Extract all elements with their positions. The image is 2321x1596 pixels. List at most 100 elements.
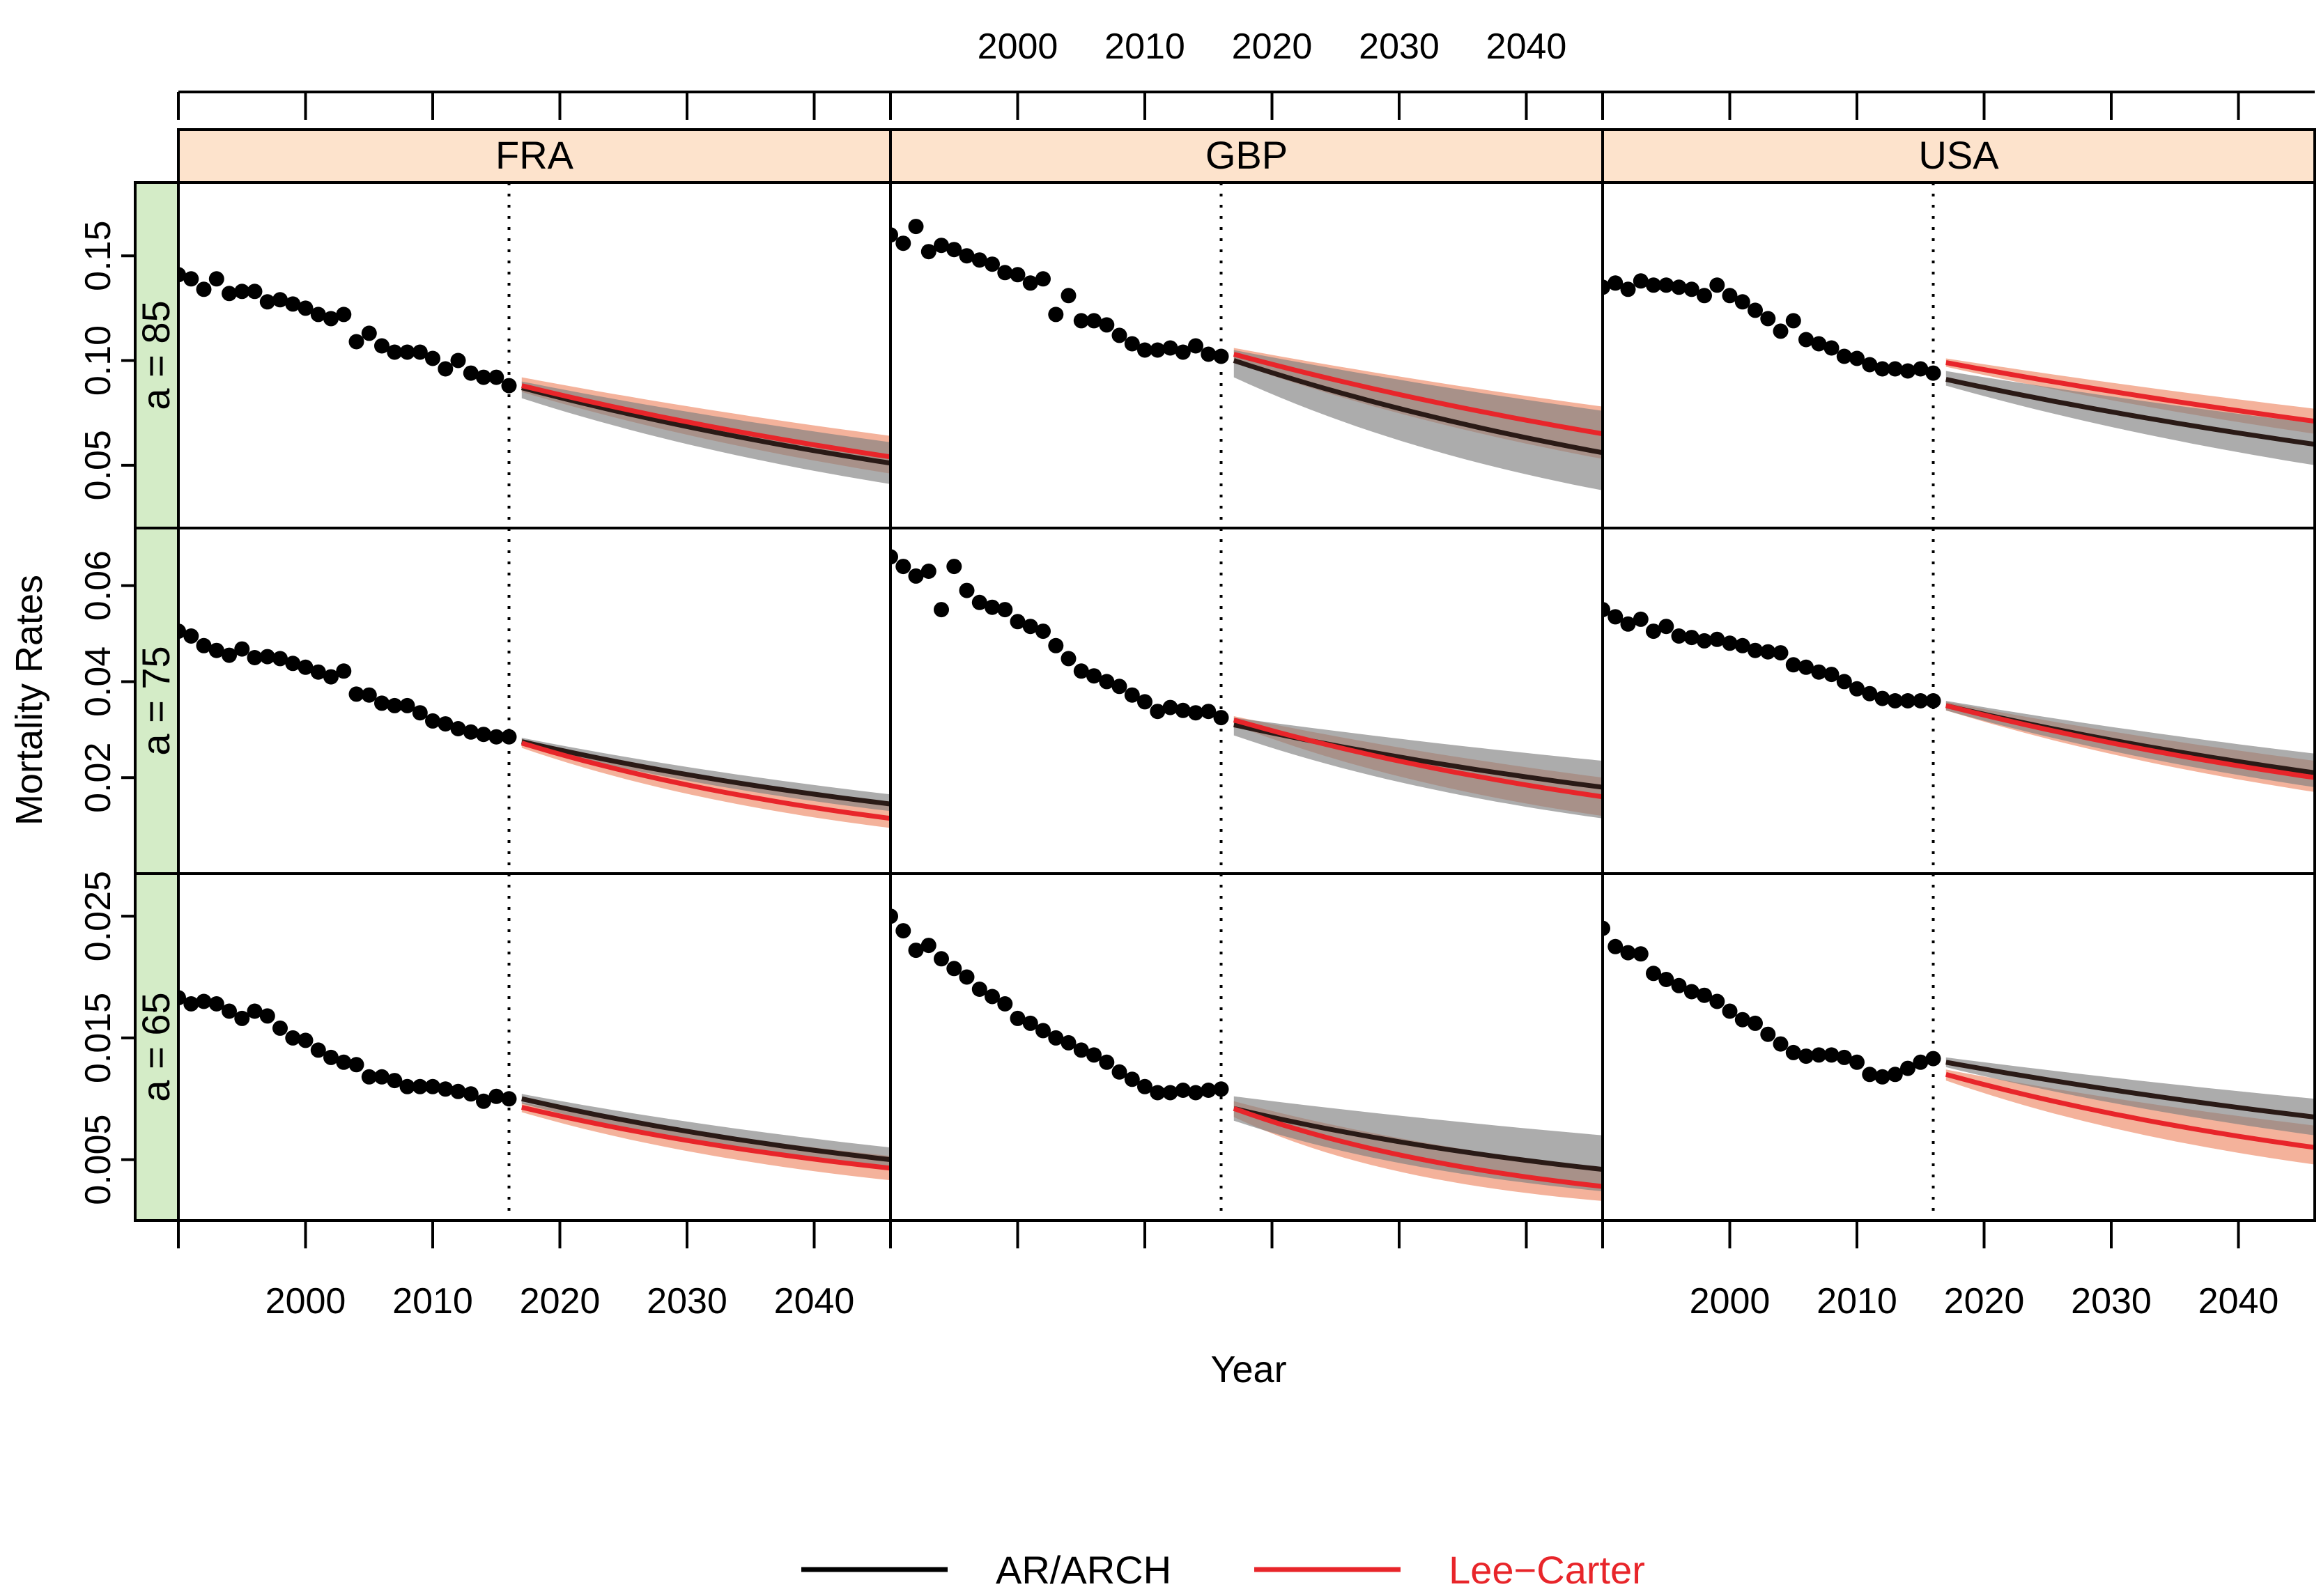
- observed-point: [1646, 277, 1661, 293]
- observed-point: [1823, 340, 1840, 356]
- x-tick-label-bottom: 2010: [1817, 1281, 1897, 1322]
- observed-point: [1175, 702, 1191, 718]
- observed-point: [1048, 307, 1064, 323]
- observed-point: [1124, 687, 1140, 703]
- observed-point: [1925, 693, 1941, 708]
- observed-point: [1874, 690, 1890, 706]
- observed-point: [1722, 288, 1738, 304]
- x-tick-label-top: 2030: [1359, 26, 1440, 67]
- observed-point: [895, 235, 911, 251]
- observed-point: [1099, 674, 1115, 690]
- observed-point: [1620, 945, 1636, 961]
- observed-point: [399, 1078, 415, 1094]
- observed-point: [272, 651, 288, 667]
- observed-point: [1734, 637, 1750, 653]
- y-tick-label: 0.10: [78, 325, 118, 396]
- observed-point: [285, 1030, 301, 1046]
- lee-carter-line: [1233, 352, 1603, 437]
- panel-plot-area-fra-75: [178, 528, 890, 874]
- observed-point: [1697, 288, 1712, 304]
- observed-point: [1798, 1048, 1814, 1064]
- observed-point: [1035, 1023, 1051, 1039]
- observed-point: [1658, 972, 1674, 987]
- observed-point: [908, 219, 924, 235]
- observed-point: [934, 602, 949, 618]
- observed-point: [1150, 1085, 1166, 1101]
- x-tick-label-bottom: 2040: [2198, 1281, 2279, 1322]
- y-tick-label: 0.005: [78, 1115, 118, 1205]
- lee-carter-line: [521, 383, 890, 460]
- observed-point: [985, 256, 1000, 272]
- observed-point: [1175, 344, 1191, 360]
- observed-point: [1925, 1051, 1941, 1067]
- observed-point: [310, 664, 326, 680]
- observed-point: [920, 938, 936, 954]
- ar-arch-line: [521, 385, 890, 466]
- y-tick-label: 0.05: [78, 430, 118, 500]
- observed-point: [463, 1086, 479, 1102]
- panel-plot-area-fra-85: [178, 183, 890, 528]
- observed-point: [1607, 275, 1624, 291]
- observed-point: [183, 271, 199, 287]
- observed-point: [399, 344, 415, 360]
- x-tick-label-bottom: 2000: [1690, 1281, 1771, 1322]
- observed-point: [463, 724, 479, 740]
- observed-point: [222, 1003, 237, 1019]
- observed-point: [1760, 311, 1776, 327]
- observed-point: [1086, 313, 1102, 329]
- observed-point: [1836, 1049, 1852, 1065]
- observed-point: [1748, 302, 1763, 318]
- observed-point: [1086, 1047, 1102, 1063]
- observed-point: [959, 248, 975, 264]
- strip-label-usa: USA: [1918, 133, 1999, 177]
- observed-point: [1607, 609, 1624, 625]
- observed-point: [361, 325, 377, 341]
- observed-point: [1671, 628, 1687, 644]
- observed-point: [1887, 693, 1903, 708]
- y-tick-label: 0.02: [78, 743, 118, 813]
- age-strip-3: [134, 872, 180, 1222]
- x-tick-label-bottom: 2040: [774, 1281, 855, 1322]
- observed-point: [208, 996, 224, 1012]
- panel-gbp-85: [889, 181, 1604, 529]
- observed-point: [1811, 664, 1827, 680]
- observed-point: [1633, 946, 1649, 962]
- country-strips: FRA GBP USA: [177, 128, 2316, 184]
- observed-point: [1773, 1036, 1789, 1052]
- observed-point: [920, 244, 936, 260]
- observed-point: [425, 713, 440, 729]
- observed-point: [1748, 1015, 1763, 1031]
- observed-point: [438, 361, 454, 377]
- observed-point: [1073, 313, 1089, 329]
- observed-point: [1709, 631, 1725, 647]
- observed-point: [985, 989, 1000, 1005]
- x-tick-label-bottom: 2020: [1944, 1281, 2025, 1322]
- observed-point: [1035, 623, 1051, 640]
- ar-arch-band: [521, 1094, 890, 1170]
- lee-carter-line: [521, 741, 890, 821]
- observed-point: [438, 716, 454, 732]
- observed-point: [1658, 619, 1674, 635]
- observed-point: [1603, 920, 1610, 936]
- observed-point: [387, 1073, 403, 1089]
- observed-point: [412, 705, 428, 721]
- observed-point: [1683, 630, 1699, 646]
- observed-point: [1683, 281, 1699, 297]
- observed-point: [997, 602, 1013, 618]
- observed-point: [1150, 704, 1166, 720]
- y-tick-label: 0.15: [78, 221, 118, 291]
- observed-point: [1760, 1026, 1776, 1042]
- observed-point: [1022, 1015, 1038, 1031]
- x-tick-label-bottom: 2030: [647, 1281, 727, 1322]
- observed-point: [997, 996, 1013, 1012]
- lee-carter-line: [1945, 1071, 2315, 1150]
- lee-carter-line: [1945, 360, 2315, 424]
- ar-arch-band: [1233, 350, 1603, 490]
- observed-point: [450, 721, 466, 736]
- observed-point: [1862, 1067, 1878, 1083]
- lee-carter-line: [1233, 1106, 1603, 1189]
- observed-point: [1137, 694, 1152, 710]
- panel-plot-area-usa-65: [1603, 874, 2315, 1221]
- observed-point: [1823, 1047, 1840, 1063]
- observed-point: [387, 344, 403, 360]
